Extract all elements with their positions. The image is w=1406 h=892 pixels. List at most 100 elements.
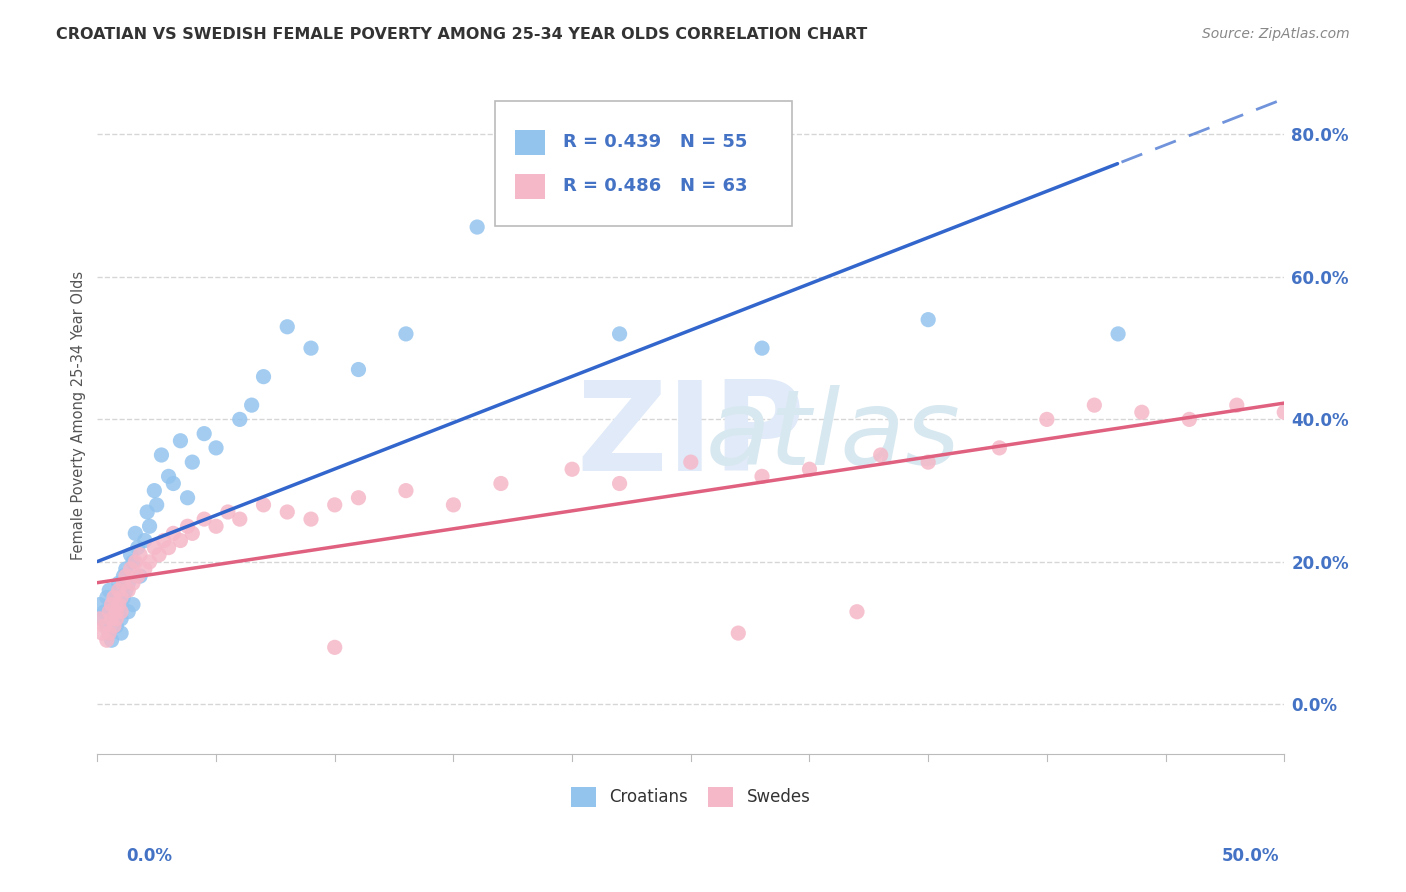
Point [869,448,891,462]
Point [89,598,111,612]
Point [609,476,631,491]
Point [112,576,135,591]
Point [98,626,121,640]
Point [100,633,122,648]
Point [110,591,132,605]
Point [150,448,173,462]
Point [117,583,139,598]
Point [181,526,204,541]
Point [110,598,132,612]
Point [229,412,252,426]
Point [1226,398,1249,412]
Point [107,576,129,591]
Point [465,220,488,235]
Point [181,455,204,469]
Text: atlas: atlas [706,385,960,487]
Point [395,326,418,341]
Point [103,619,125,633]
Point [1178,412,1201,426]
Point [751,341,773,355]
Point [153,533,176,548]
Point [143,483,166,498]
Point [299,512,322,526]
Point [138,519,160,533]
Point [124,526,146,541]
Point [110,626,132,640]
Point [96,633,118,648]
Point [100,598,122,612]
Point [103,612,125,626]
Point [120,548,142,562]
Point [727,626,749,640]
Point [110,605,132,619]
Point [110,612,132,626]
Point [107,598,129,612]
Point [117,576,139,591]
Point [124,555,146,569]
Text: ZIP: ZIP [576,376,806,497]
Text: 50.0%: 50.0% [1222,847,1279,865]
Point [98,583,121,598]
Point [193,426,215,441]
Point [127,569,149,583]
Point [157,541,180,555]
Point [252,369,274,384]
FancyBboxPatch shape [515,174,544,199]
Point [561,462,583,476]
Point [117,605,139,619]
Point [120,562,142,576]
Y-axis label: Female Poverty Among 25-34 Year Olds: Female Poverty Among 25-34 Year Olds [72,271,86,560]
Point [157,469,180,483]
Point [134,562,156,576]
Point [299,341,322,355]
Point [609,326,631,341]
Point [679,455,702,469]
Point [347,362,370,376]
Text: R = 0.486   N = 63: R = 0.486 N = 63 [562,177,747,194]
Point [148,548,170,562]
Point [176,519,198,533]
Point [91,626,114,640]
Point [229,512,252,526]
Point [112,569,135,583]
Point [193,512,215,526]
Point [103,591,125,605]
Point [93,619,115,633]
Point [122,576,145,591]
Point [145,498,167,512]
Point [1130,405,1153,419]
Point [917,312,939,326]
Point [91,612,114,626]
Point [395,483,418,498]
Point [441,498,464,512]
Point [129,569,152,583]
Point [105,612,128,626]
Point [276,505,298,519]
Point [1272,405,1295,419]
Point [162,526,184,541]
Point [217,505,239,519]
Point [112,591,135,605]
Point [89,612,111,626]
Point [799,462,821,476]
Point [205,441,228,455]
Point [114,562,136,576]
Point [323,640,346,655]
FancyBboxPatch shape [495,101,792,227]
Point [98,605,121,619]
Point [107,583,129,598]
Point [143,541,166,555]
Point [100,605,122,619]
Point [100,612,122,626]
Point [846,605,869,619]
Text: R = 0.439   N = 55: R = 0.439 N = 55 [562,133,747,151]
Point [240,398,263,412]
Point [129,548,152,562]
Point [988,441,1011,455]
Point [276,319,298,334]
Point [176,491,198,505]
Point [138,555,160,569]
Point [122,598,145,612]
Point [162,476,184,491]
Point [136,505,159,519]
